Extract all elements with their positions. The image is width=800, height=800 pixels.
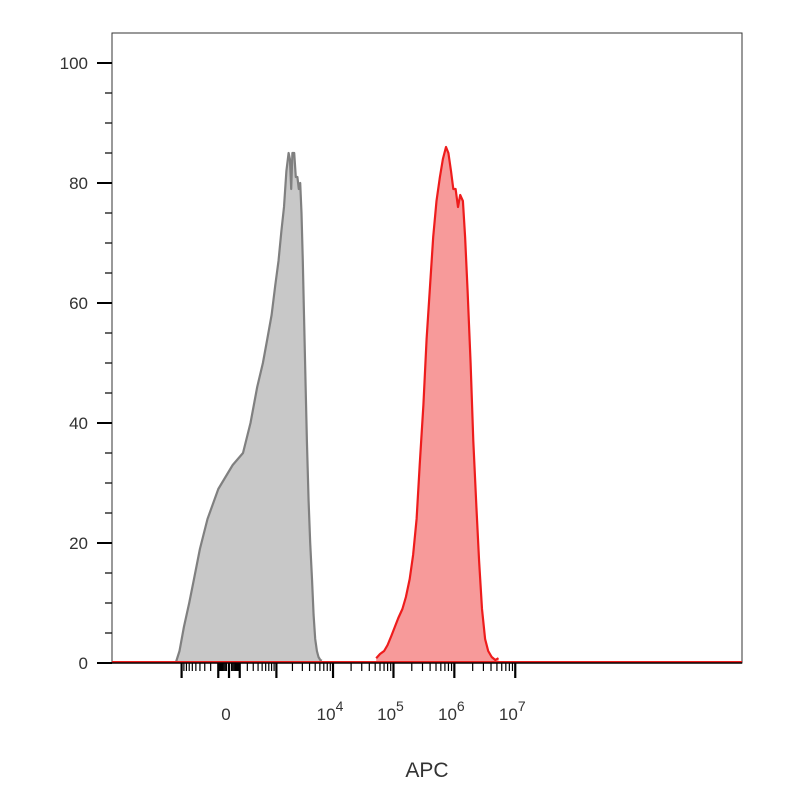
y-tick-label: 100	[60, 54, 88, 73]
y-tick-label: 40	[69, 414, 88, 433]
y-tick-label: 60	[69, 294, 88, 313]
y-tick-label: 20	[69, 534, 88, 553]
x-axis-title: APC	[405, 759, 448, 782]
x-tick-label: 107	[499, 698, 526, 724]
histogram-fill-1	[376, 147, 499, 663]
histogram-fill-0	[175, 153, 322, 663]
x-tick-label: 106	[438, 698, 465, 724]
y-tick-label: 80	[69, 174, 88, 193]
x-tick-label: 104	[317, 698, 344, 724]
x-tick-label: 105	[377, 698, 404, 724]
x-tick-label: 0	[221, 705, 230, 724]
y-tick-label: 0	[79, 654, 88, 673]
histogram-line-1	[375, 145, 500, 662]
histogram-line-0	[174, 151, 323, 664]
